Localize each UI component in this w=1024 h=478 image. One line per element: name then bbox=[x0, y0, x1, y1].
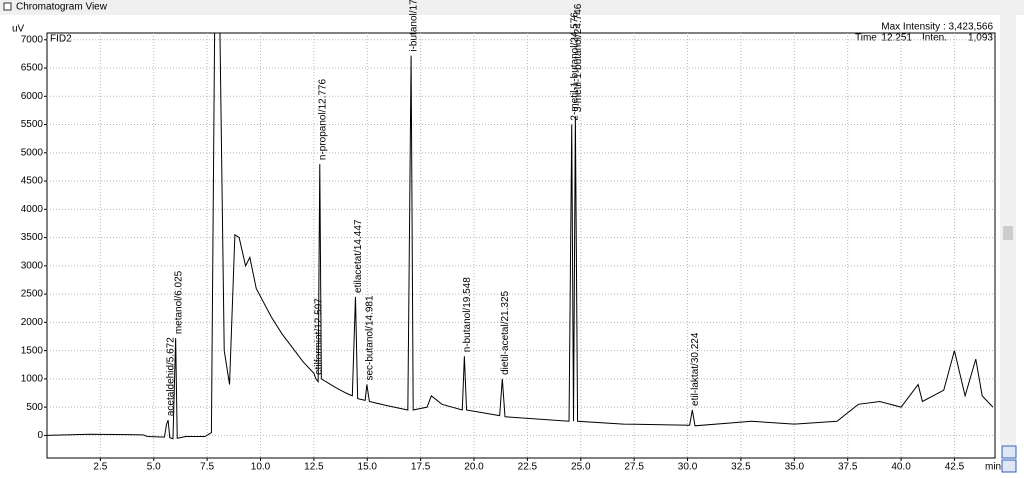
y-tick-label: 4500 bbox=[21, 176, 44, 187]
x-tick-label: 7.5 bbox=[200, 462, 214, 473]
peak-label: i-butanol/17.053 bbox=[409, 0, 420, 52]
x-tick-label: 25.0 bbox=[571, 462, 591, 473]
peak-label: n-butanol/19.548 bbox=[462, 277, 473, 353]
x-tick-label: 17.5 bbox=[411, 462, 431, 473]
chromatogram-trace bbox=[46, 32, 994, 440]
x-tick-label: 27.5 bbox=[624, 462, 644, 473]
scroll-thumb[interactable] bbox=[1003, 226, 1013, 240]
x-tick-label: 2.5 bbox=[93, 462, 107, 473]
y-tick-label: 6500 bbox=[21, 63, 44, 74]
y-tick-label: 4000 bbox=[21, 204, 44, 215]
view-background bbox=[0, 15, 1024, 478]
zoom-button[interactable] bbox=[1001, 459, 1017, 473]
y-tick-label: 7000 bbox=[21, 34, 44, 45]
peak-label: n-propanol/12.776 bbox=[317, 79, 328, 161]
inten-label: Inten. bbox=[922, 33, 947, 44]
y-tick-label: 2000 bbox=[21, 317, 44, 328]
x-tick-label: 15.0 bbox=[358, 462, 378, 473]
time-label: Time bbox=[855, 33, 877, 44]
y-tick-label: 0 bbox=[37, 430, 43, 441]
x-tick-label: 5.0 bbox=[147, 462, 161, 473]
zoom-button[interactable] bbox=[1001, 445, 1017, 459]
y-tick-label: 5500 bbox=[21, 119, 44, 130]
x-tick-label: 12.5 bbox=[304, 462, 324, 473]
plot-frame bbox=[46, 32, 996, 459]
y-axis-label: uV bbox=[12, 24, 25, 35]
y-tick-label: 1000 bbox=[21, 374, 44, 385]
window-icon[interactable] bbox=[3, 2, 12, 11]
y-tick-label: 2500 bbox=[21, 289, 44, 300]
peak-label: etilformiat/12.597 bbox=[314, 298, 325, 375]
peak-label: 3-metil-1-butanol/24.746 bbox=[573, 3, 584, 112]
x-tick-label: 35.0 bbox=[785, 462, 805, 473]
x-tick-label: 42.5 bbox=[945, 462, 965, 473]
peak-label: 2-metil-1-butanol/24.576 bbox=[569, 12, 580, 121]
peak-label: dietil-acetal/21.325 bbox=[500, 290, 511, 374]
x-tick-label: 32.5 bbox=[731, 462, 751, 473]
x-tick-label: 10.0 bbox=[251, 462, 271, 473]
x-axis-label: min bbox=[985, 462, 1001, 473]
title-bar bbox=[0, 0, 1024, 14]
peak-label: etil-laktat/30.224 bbox=[690, 332, 701, 406]
peak-label: metanol/6.025 bbox=[173, 270, 184, 334]
y-tick-label: 500 bbox=[26, 402, 43, 413]
x-tick-label: 40.0 bbox=[891, 462, 911, 473]
x-tick-label: 20.0 bbox=[464, 462, 484, 473]
x-tick-label: 30.0 bbox=[678, 462, 698, 473]
time-value: 12.251 bbox=[881, 33, 912, 44]
inten-value: 1,093 bbox=[968, 33, 993, 44]
y-tick-label: 5000 bbox=[21, 147, 44, 158]
y-tick-label: 6000 bbox=[21, 91, 44, 102]
y-tick-label: 3000 bbox=[21, 260, 44, 271]
detector-label: FID2 bbox=[50, 34, 72, 45]
y-tick-label: 1500 bbox=[21, 345, 44, 356]
x-tick-label: 37.5 bbox=[838, 462, 858, 473]
peak-label: sec-butanol/14.981 bbox=[365, 295, 376, 381]
peak-label: acetaldehid/5.672 bbox=[166, 337, 177, 416]
max-intensity: Max Intensity : 3,423,566 bbox=[881, 22, 993, 33]
peak-label: etilacetat/14.447 bbox=[353, 219, 364, 293]
x-tick-label: 22.5 bbox=[518, 462, 538, 473]
window-title: Chromatogram View bbox=[16, 2, 108, 13]
y-tick-label: 3500 bbox=[21, 232, 44, 243]
